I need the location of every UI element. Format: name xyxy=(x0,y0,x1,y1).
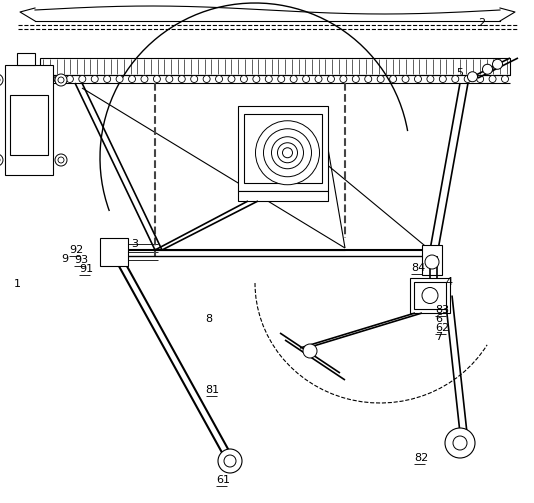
Circle shape xyxy=(216,75,223,82)
Text: 91: 91 xyxy=(79,264,93,274)
Text: 2: 2 xyxy=(478,18,485,28)
Circle shape xyxy=(224,455,236,467)
Circle shape xyxy=(263,129,311,177)
Circle shape xyxy=(492,59,502,69)
Circle shape xyxy=(402,75,409,82)
Circle shape xyxy=(153,75,160,82)
Circle shape xyxy=(58,157,64,163)
Circle shape xyxy=(327,75,334,82)
Circle shape xyxy=(425,255,439,269)
Circle shape xyxy=(365,75,372,82)
Circle shape xyxy=(166,75,173,82)
Bar xyxy=(414,282,446,309)
Text: 1: 1 xyxy=(13,279,20,289)
Circle shape xyxy=(0,74,3,86)
Circle shape xyxy=(218,449,242,473)
Circle shape xyxy=(253,75,260,82)
Circle shape xyxy=(445,428,475,458)
Circle shape xyxy=(178,75,185,82)
Circle shape xyxy=(54,75,61,82)
Text: 5: 5 xyxy=(457,68,464,78)
Bar xyxy=(17,53,35,65)
Circle shape xyxy=(427,75,434,82)
Circle shape xyxy=(66,75,73,82)
Circle shape xyxy=(439,75,446,82)
Circle shape xyxy=(282,148,293,158)
Circle shape xyxy=(278,143,297,163)
Circle shape xyxy=(58,77,64,83)
Circle shape xyxy=(464,75,471,82)
Text: 82: 82 xyxy=(414,453,428,463)
Circle shape xyxy=(91,75,98,82)
Circle shape xyxy=(55,154,67,166)
Circle shape xyxy=(265,75,272,82)
Circle shape xyxy=(501,75,508,82)
Circle shape xyxy=(352,75,359,82)
Circle shape xyxy=(278,75,285,82)
Circle shape xyxy=(452,75,459,82)
Circle shape xyxy=(141,75,148,82)
Text: 6: 6 xyxy=(435,314,442,324)
Circle shape xyxy=(79,75,86,82)
Bar xyxy=(100,238,128,266)
Circle shape xyxy=(290,75,297,82)
Bar xyxy=(40,58,510,75)
Circle shape xyxy=(340,75,347,82)
Circle shape xyxy=(453,436,467,450)
Text: 7: 7 xyxy=(435,332,442,342)
Text: 62: 62 xyxy=(435,323,449,333)
Circle shape xyxy=(203,75,210,82)
Circle shape xyxy=(116,75,123,82)
Circle shape xyxy=(390,75,397,82)
Circle shape xyxy=(228,75,235,82)
Circle shape xyxy=(489,75,496,82)
Text: 93: 93 xyxy=(74,255,88,265)
Bar xyxy=(238,191,328,201)
Bar xyxy=(5,65,53,175)
Text: 3: 3 xyxy=(131,239,138,249)
Circle shape xyxy=(303,75,310,82)
Circle shape xyxy=(467,72,477,82)
Circle shape xyxy=(483,64,492,74)
Circle shape xyxy=(377,75,384,82)
Circle shape xyxy=(0,154,3,166)
Circle shape xyxy=(191,75,198,82)
Circle shape xyxy=(315,75,322,82)
Circle shape xyxy=(42,75,49,82)
Circle shape xyxy=(240,75,247,82)
Circle shape xyxy=(129,75,136,82)
Circle shape xyxy=(422,288,438,303)
Text: 8: 8 xyxy=(206,314,213,324)
Text: 92: 92 xyxy=(69,245,84,255)
Circle shape xyxy=(271,137,303,169)
Bar xyxy=(244,114,322,183)
Text: 9: 9 xyxy=(61,254,68,264)
Circle shape xyxy=(104,75,111,82)
Text: 81: 81 xyxy=(206,385,219,395)
Circle shape xyxy=(477,75,484,82)
Circle shape xyxy=(303,344,317,358)
Text: 4: 4 xyxy=(446,277,453,287)
Bar xyxy=(10,95,48,155)
Text: 84: 84 xyxy=(411,263,426,273)
Bar xyxy=(422,245,442,275)
Circle shape xyxy=(414,75,421,82)
Bar xyxy=(238,106,328,191)
Text: 83: 83 xyxy=(435,305,449,315)
Circle shape xyxy=(255,121,319,185)
Bar xyxy=(410,278,450,313)
Circle shape xyxy=(55,74,67,86)
Text: 61: 61 xyxy=(216,475,230,485)
